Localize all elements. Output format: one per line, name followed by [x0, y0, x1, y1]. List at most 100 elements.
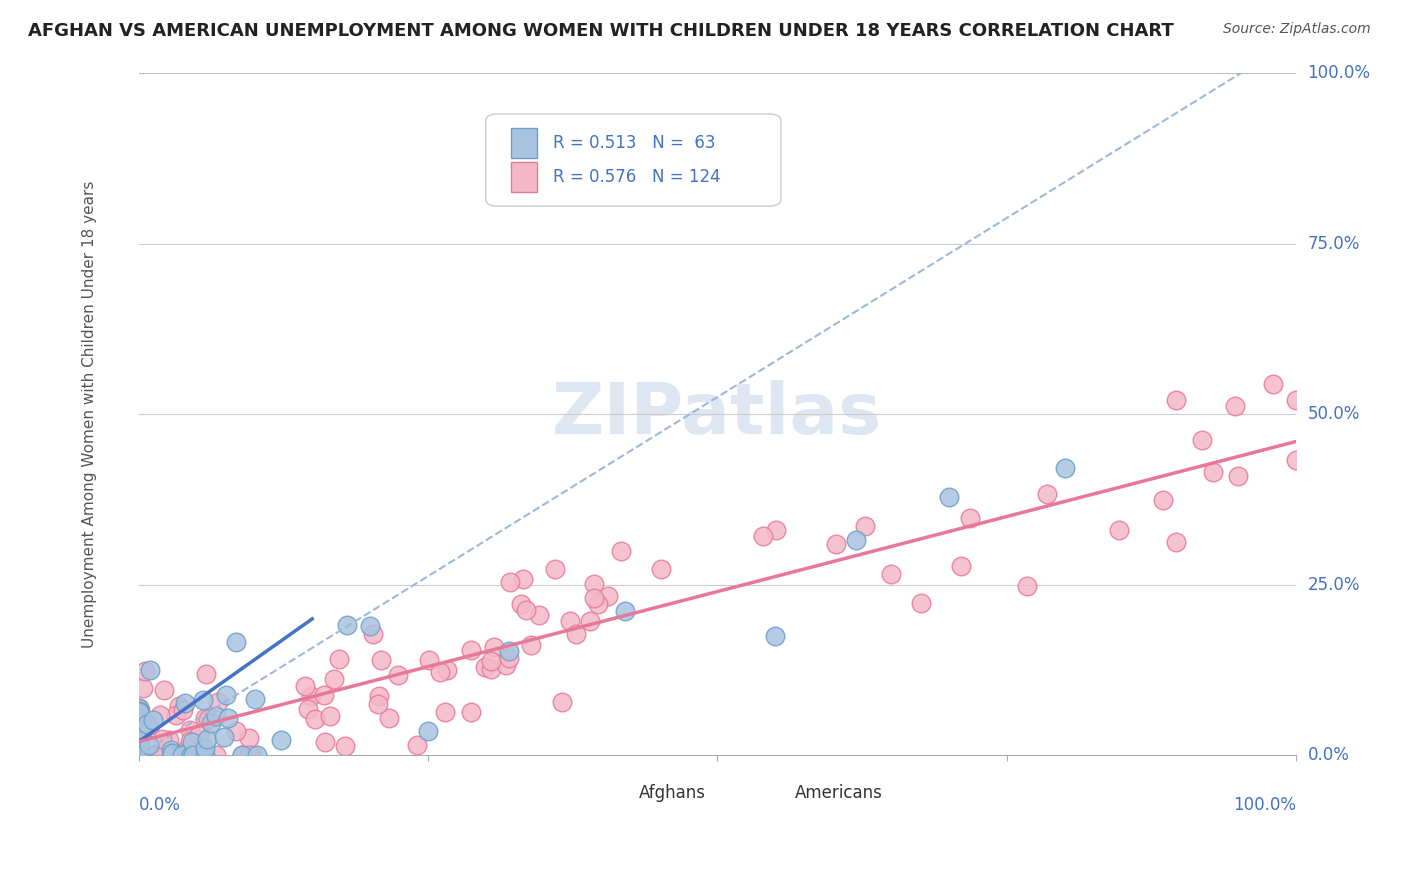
Point: [194, 748, 217, 763]
Point: [499, 574, 522, 589]
Point: [418, 653, 440, 667]
Point: [765, 523, 787, 537]
Point: [128, 748, 150, 763]
Point: [367, 698, 389, 712]
Point: [128, 748, 150, 763]
Point: [495, 657, 517, 672]
Point: [172, 748, 194, 763]
Point: [879, 566, 901, 581]
Point: [128, 748, 150, 763]
Point: [138, 748, 160, 763]
Text: 100.0%: 100.0%: [1233, 797, 1296, 814]
Point: [174, 696, 197, 710]
Text: 50.0%: 50.0%: [1308, 405, 1360, 423]
Point: [180, 748, 202, 763]
Point: [181, 748, 204, 763]
Point: [197, 712, 219, 726]
Text: AFGHAN VS AMERICAN UNEMPLOYMENT AMONG WOMEN WITH CHILDREN UNDER 18 YEARS CORRELA: AFGHAN VS AMERICAN UNEMPLOYMENT AMONG WO…: [28, 22, 1174, 40]
Point: [328, 652, 350, 666]
Point: [609, 544, 631, 558]
Point: [128, 748, 150, 763]
Point: [128, 701, 150, 715]
Point: [143, 748, 166, 763]
Point: [512, 572, 534, 586]
Text: 100.0%: 100.0%: [1308, 64, 1371, 82]
Point: [128, 738, 150, 752]
Point: [138, 717, 160, 731]
Point: [181, 735, 204, 749]
Point: [188, 728, 211, 742]
Point: [128, 748, 150, 763]
Text: Source: ZipAtlas.com: Source: ZipAtlas.com: [1223, 22, 1371, 37]
Text: 25.0%: 25.0%: [1308, 575, 1360, 594]
Point: [217, 711, 239, 725]
Point: [434, 705, 457, 719]
Point: [128, 729, 150, 743]
Text: 0.0%: 0.0%: [1308, 747, 1350, 764]
Point: [479, 662, 502, 676]
Point: [128, 748, 150, 763]
Point: [558, 615, 581, 629]
Point: [200, 715, 222, 730]
Point: [429, 665, 451, 679]
Point: [588, 597, 610, 611]
Point: [359, 619, 381, 633]
Point: [128, 748, 150, 763]
Point: [128, 748, 150, 763]
Point: [159, 742, 181, 756]
Point: [1017, 579, 1039, 593]
Point: [156, 745, 179, 759]
Text: 0.0%: 0.0%: [139, 797, 180, 814]
Point: [579, 614, 602, 628]
Point: [361, 627, 384, 641]
Point: [1166, 392, 1188, 407]
Point: [1191, 434, 1213, 448]
Text: ZIPatlas: ZIPatlas: [553, 380, 883, 449]
Point: [186, 748, 208, 763]
Point: [1108, 523, 1130, 537]
Point: [544, 562, 567, 576]
Point: [128, 748, 150, 763]
Text: 75.0%: 75.0%: [1308, 235, 1360, 252]
Point: [132, 681, 155, 696]
Point: [138, 739, 160, 753]
Point: [370, 653, 392, 667]
Point: [474, 659, 496, 673]
Point: [134, 665, 156, 679]
Point: [460, 705, 482, 719]
Point: [520, 638, 543, 652]
Point: [128, 748, 150, 763]
Point: [225, 634, 247, 648]
Point: [231, 748, 253, 763]
Point: [128, 713, 150, 727]
Point: [297, 702, 319, 716]
Point: [515, 602, 537, 616]
Point: [179, 734, 201, 748]
Point: [128, 748, 150, 763]
Point: [212, 730, 235, 744]
Point: [128, 748, 150, 763]
Point: [128, 748, 150, 763]
Point: [128, 741, 150, 756]
Text: R = 0.513   N =  63: R = 0.513 N = 63: [553, 135, 716, 153]
Text: Unemployment Among Women with Children Under 18 years: Unemployment Among Women with Children U…: [83, 180, 97, 648]
Point: [1285, 393, 1308, 408]
Point: [128, 739, 150, 753]
Point: [270, 732, 292, 747]
Point: [1166, 534, 1188, 549]
Point: [1227, 469, 1250, 483]
Point: [238, 731, 260, 746]
Point: [498, 650, 520, 665]
Point: [128, 702, 150, 716]
Point: [243, 692, 266, 706]
Point: [136, 717, 159, 731]
Point: [160, 746, 183, 760]
Point: [128, 706, 150, 720]
Point: [1202, 465, 1225, 479]
Point: [128, 748, 150, 763]
Point: [650, 562, 672, 576]
Point: [294, 679, 316, 693]
Point: [367, 689, 389, 703]
Point: [193, 710, 215, 724]
Point: [304, 712, 326, 726]
